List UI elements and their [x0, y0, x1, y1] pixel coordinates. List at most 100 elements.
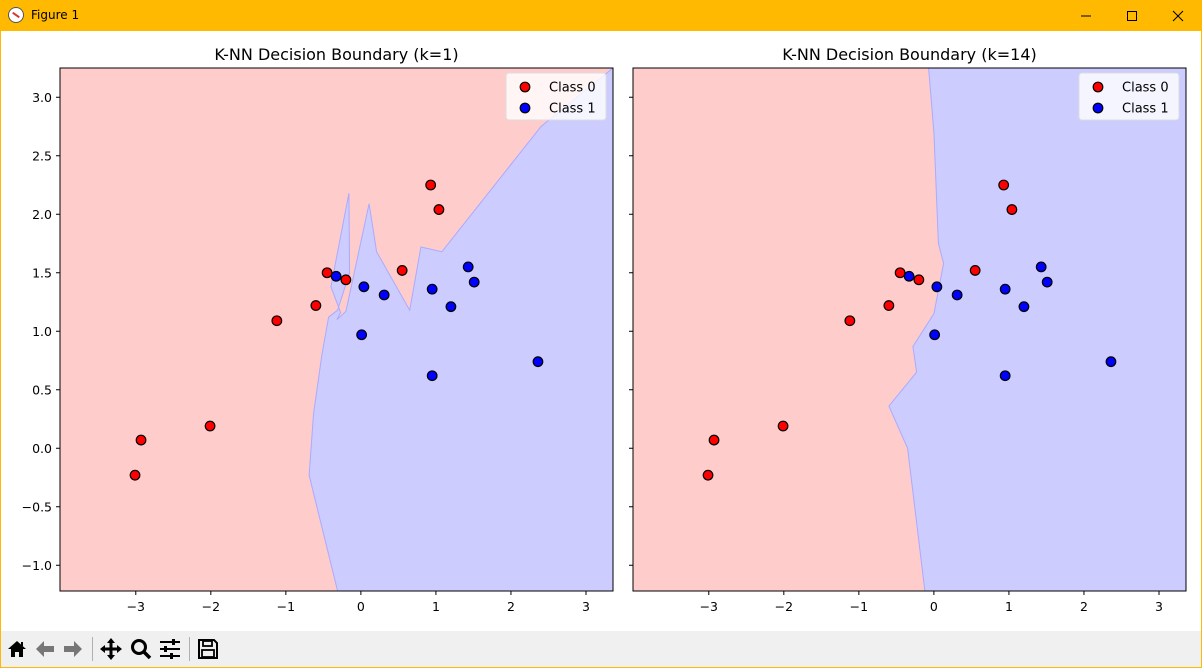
data-point-class-1	[468, 276, 480, 288]
data-point-class-0	[310, 300, 322, 311]
data-point-class-1	[951, 289, 963, 301]
x-tick-label: 2	[1080, 599, 1088, 614]
save-button[interactable]	[194, 635, 222, 663]
x-tick-label: −1	[277, 599, 295, 614]
data-point-class-0	[340, 274, 352, 286]
chart-title: K-NN Decision Boundary (k=14)	[782, 45, 1036, 64]
legend-box	[1078, 72, 1180, 121]
floppy-disk-icon	[198, 639, 218, 659]
y-tick-label: −0.5	[22, 499, 52, 514]
data-point-class-1	[1035, 261, 1047, 273]
minimize-icon	[1081, 15, 1091, 16]
maximize-button[interactable]	[1109, 0, 1155, 31]
chart-title: K-NN Decision Boundary (k=1)	[214, 45, 458, 64]
data-point-class-0	[425, 179, 437, 191]
back-button[interactable]	[31, 635, 59, 663]
legend: Class 0 Class 1	[505, 72, 607, 121]
magnifier-icon	[131, 639, 152, 660]
move-icon	[100, 638, 122, 660]
x-tick-label: 0	[357, 599, 365, 614]
close-icon	[1172, 10, 1184, 21]
legend-label: Class 1	[1122, 102, 1169, 117]
legend-marker-class-1	[519, 102, 531, 114]
data-point-class-0	[396, 265, 408, 276]
legend: Class 0 Class 1	[1078, 72, 1180, 121]
class-1-region	[308, 68, 613, 591]
legend-marker-class-0	[1092, 81, 1104, 93]
data-point-class-1	[931, 281, 943, 293]
y-tick-label: −1.0	[22, 558, 52, 573]
data-point-class-1	[358, 281, 370, 293]
y-tick-label: 2.5	[32, 148, 52, 163]
configure-subplots-button[interactable]	[156, 635, 184, 663]
data-point-class-0	[135, 434, 147, 446]
x-tick-label: −3	[700, 599, 718, 614]
data-point-class-0	[998, 179, 1010, 191]
x-tick-label: −2	[202, 599, 220, 614]
figure-window: K-NN Decision Boundary (k=1) −3 −2 −1 0 1 2 3 −1…	[1, 31, 1201, 667]
data-point-class-1	[426, 370, 438, 382]
x-tick-label: 3	[1155, 599, 1163, 614]
close-button[interactable]	[1155, 0, 1201, 31]
legend-label: Class 1	[549, 102, 596, 117]
data-point-class-0	[321, 267, 333, 279]
legend-label: Class 0	[1122, 81, 1169, 96]
axes-frame	[632, 67, 1187, 592]
legend-box	[505, 72, 607, 121]
pan-button[interactable]	[97, 635, 125, 663]
data-point-class-1	[532, 356, 544, 368]
data-point-class-1	[1041, 276, 1053, 288]
x-tick-label: 1	[432, 599, 440, 614]
forward-button[interactable]	[59, 635, 87, 663]
x-tick-label: 3	[582, 599, 590, 614]
y-tick-label: 1.5	[32, 265, 52, 280]
y-tick-label: 0.5	[32, 382, 52, 397]
data-point-class-0	[969, 265, 981, 276]
figure-canvas: K-NN Decision Boundary (k=1) −3 −2 −1 0 1 2 3 −1…	[22, 45, 1187, 614]
subplot-2: K-NN Decision Boundary (k=14) −3 −2 −1 0 1 2 3 C…	[629, 45, 1187, 614]
data-point-class-0	[913, 274, 925, 286]
x-tick-label: 0	[930, 599, 938, 614]
data-point-class-1	[330, 270, 342, 282]
data-point-class-0	[894, 267, 906, 279]
window-title: Figure 1	[31, 8, 80, 22]
data-point-class-0	[271, 315, 283, 327]
x-tick-label: −1	[850, 599, 868, 614]
navigation-toolbar	[1, 631, 1201, 667]
toolbar-separator	[189, 637, 190, 661]
zoom-button[interactable]	[127, 635, 155, 663]
home-button[interactable]	[3, 635, 31, 663]
home-icon	[8, 641, 26, 657]
data-point-class-1	[462, 261, 474, 273]
data-point-class-1	[999, 283, 1011, 295]
data-point-class-0	[702, 469, 714, 481]
data-point-class-1	[426, 283, 438, 295]
sliders-icon	[160, 639, 180, 659]
data-point-class-0	[883, 300, 895, 311]
x-tick-label: −3	[127, 599, 145, 614]
legend-marker-class-0	[519, 81, 531, 93]
data-point-class-1	[903, 270, 915, 282]
data-point-class-0	[844, 315, 856, 327]
toolbar-separator	[92, 637, 93, 661]
title-bar: Figure 1	[0, 0, 1202, 31]
minimize-button[interactable]	[1063, 0, 1109, 31]
y-tick-label: 1.0	[32, 324, 52, 339]
legend-marker-class-1	[1092, 102, 1104, 114]
x-tick-label: −2	[775, 599, 793, 614]
data-point-class-0	[777, 420, 789, 432]
axes-frame	[59, 67, 614, 592]
forward-arrow-icon	[64, 641, 82, 657]
data-point-class-0	[433, 204, 445, 215]
data-point-class-0	[708, 434, 720, 446]
data-point-class-1	[929, 329, 941, 341]
y-tick-label: 3.0	[32, 90, 52, 105]
legend-label: Class 0	[549, 81, 596, 96]
data-point-class-1	[1105, 356, 1117, 368]
data-point-class-1	[1018, 301, 1030, 313]
back-arrow-icon	[36, 641, 54, 657]
maximize-icon	[1127, 10, 1137, 21]
matplotlib-icon	[8, 7, 24, 23]
data-point-class-1	[445, 301, 457, 313]
x-tick-label: 2	[507, 599, 515, 614]
